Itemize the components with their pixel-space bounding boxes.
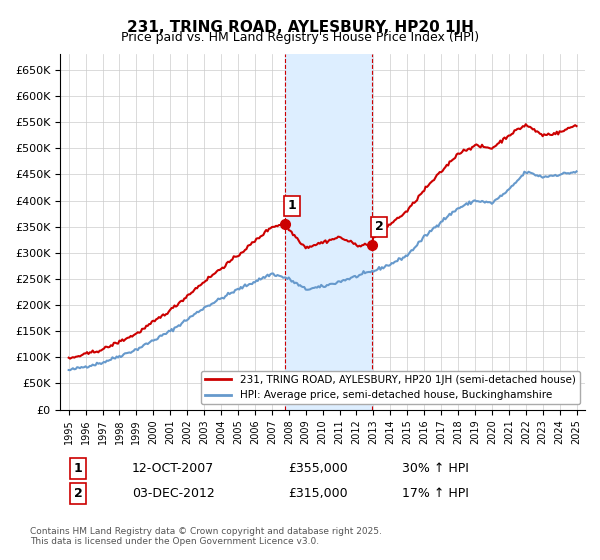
Text: Price paid vs. HM Land Registry's House Price Index (HPI): Price paid vs. HM Land Registry's House … [121,31,479,44]
Text: 03-DEC-2012: 03-DEC-2012 [132,487,215,500]
Legend: 231, TRING ROAD, AYLESBURY, HP20 1JH (semi-detached house), HPI: Average price, : 231, TRING ROAD, AYLESBURY, HP20 1JH (se… [201,371,580,404]
Text: 12-OCT-2007: 12-OCT-2007 [132,462,214,475]
Text: 2: 2 [74,487,82,500]
Text: £355,000: £355,000 [288,462,348,475]
Text: 2: 2 [374,220,383,234]
Text: Contains HM Land Registry data © Crown copyright and database right 2025.
This d: Contains HM Land Registry data © Crown c… [30,526,382,546]
Text: 1: 1 [288,199,296,212]
Text: 30% ↑ HPI: 30% ↑ HPI [402,462,469,475]
Text: 17% ↑ HPI: 17% ↑ HPI [402,487,469,500]
Bar [285,54,372,409]
Text: 1: 1 [74,462,82,475]
Text: 231, TRING ROAD, AYLESBURY, HP20 1JH: 231, TRING ROAD, AYLESBURY, HP20 1JH [127,20,473,35]
Text: £315,000: £315,000 [288,487,347,500]
